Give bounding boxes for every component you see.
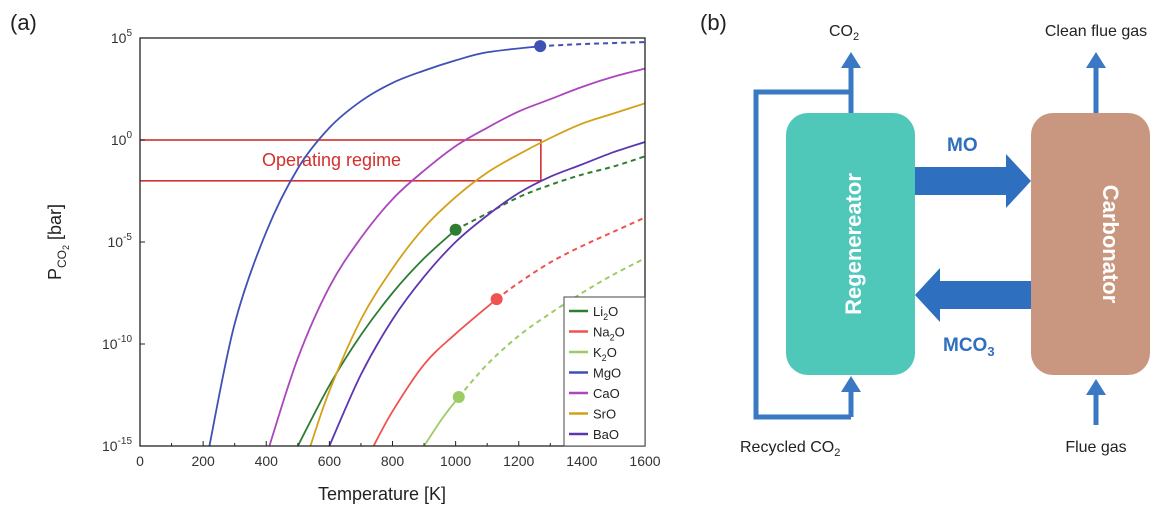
x-tick-label: 1600 bbox=[629, 453, 660, 469]
y-tick-label: 105 bbox=[111, 28, 133, 46]
y-tick-label: 100 bbox=[111, 130, 133, 148]
panel-b-label: (b) bbox=[700, 10, 727, 35]
recycled-co2-label: Recycled CO2 bbox=[740, 439, 840, 459]
curve-mgo-dashed bbox=[540, 42, 645, 46]
x-tick-label: 400 bbox=[255, 453, 279, 469]
x-tick-label: 200 bbox=[191, 453, 215, 469]
carbonator-label: Carbonator bbox=[1098, 185, 1123, 304]
flue-gas-arrowhead-icon bbox=[1086, 379, 1106, 395]
marker-li2o bbox=[450, 224, 462, 236]
carbonator-block bbox=[1031, 113, 1150, 375]
y-tick-label: 10-15 bbox=[102, 436, 132, 454]
x-tick-label: 0 bbox=[136, 453, 144, 469]
regenerator-label: Regenereator bbox=[841, 173, 866, 315]
mco3-label: MCO3 bbox=[943, 335, 995, 359]
y-label-co: CO bbox=[55, 250, 69, 268]
mo-arrow-icon bbox=[915, 154, 1031, 208]
clean-gas-arrowhead-icon bbox=[1086, 52, 1106, 68]
curve-na2o-dashed bbox=[497, 218, 645, 300]
co2-out-arrowhead-icon bbox=[841, 52, 861, 68]
marker-mgo bbox=[534, 40, 546, 52]
legend-label-bao: BaO bbox=[593, 427, 619, 442]
x-tick-label: 1200 bbox=[503, 453, 534, 469]
y-tick-label: 10-10 bbox=[102, 334, 132, 352]
legend-label-mgo: MgO bbox=[593, 366, 621, 381]
x-tick-label: 800 bbox=[381, 453, 405, 469]
x-tick-label: 600 bbox=[318, 453, 342, 469]
curve-mgo bbox=[209, 46, 540, 446]
legend-label-sro: SrO bbox=[593, 407, 616, 422]
curve-k2o bbox=[424, 397, 459, 446]
y-label-tail: [bar] bbox=[45, 204, 65, 245]
x-tick-label: 1000 bbox=[440, 453, 471, 469]
operating-regime-label: Operating regime bbox=[262, 150, 401, 170]
y-label-p: P bbox=[45, 268, 65, 280]
panel-a-label: (a) bbox=[10, 10, 37, 35]
mo-label: MO bbox=[947, 135, 978, 156]
mco3-arrow-icon bbox=[915, 268, 1031, 322]
flue-gas-label: Flue gas bbox=[1065, 439, 1126, 456]
x-axis-label: Temperature [K] bbox=[318, 484, 446, 504]
clean-flue-gas-label: Clean flue gas bbox=[1045, 23, 1147, 40]
marker-na2o bbox=[491, 293, 503, 305]
y-tick-label: 10-5 bbox=[108, 232, 133, 250]
marker-k2o bbox=[453, 391, 465, 403]
recycled-in-arrowhead-icon bbox=[841, 376, 861, 392]
legend-label-cao: CaO bbox=[593, 386, 620, 401]
co2-out-label: CO2 bbox=[829, 23, 859, 43]
x-tick-label: 1400 bbox=[566, 453, 597, 469]
svg-text:PCO2 [bar]: PCO2 [bar] bbox=[45, 204, 71, 280]
y-axis-label: PCO2 [bar] bbox=[45, 204, 71, 280]
